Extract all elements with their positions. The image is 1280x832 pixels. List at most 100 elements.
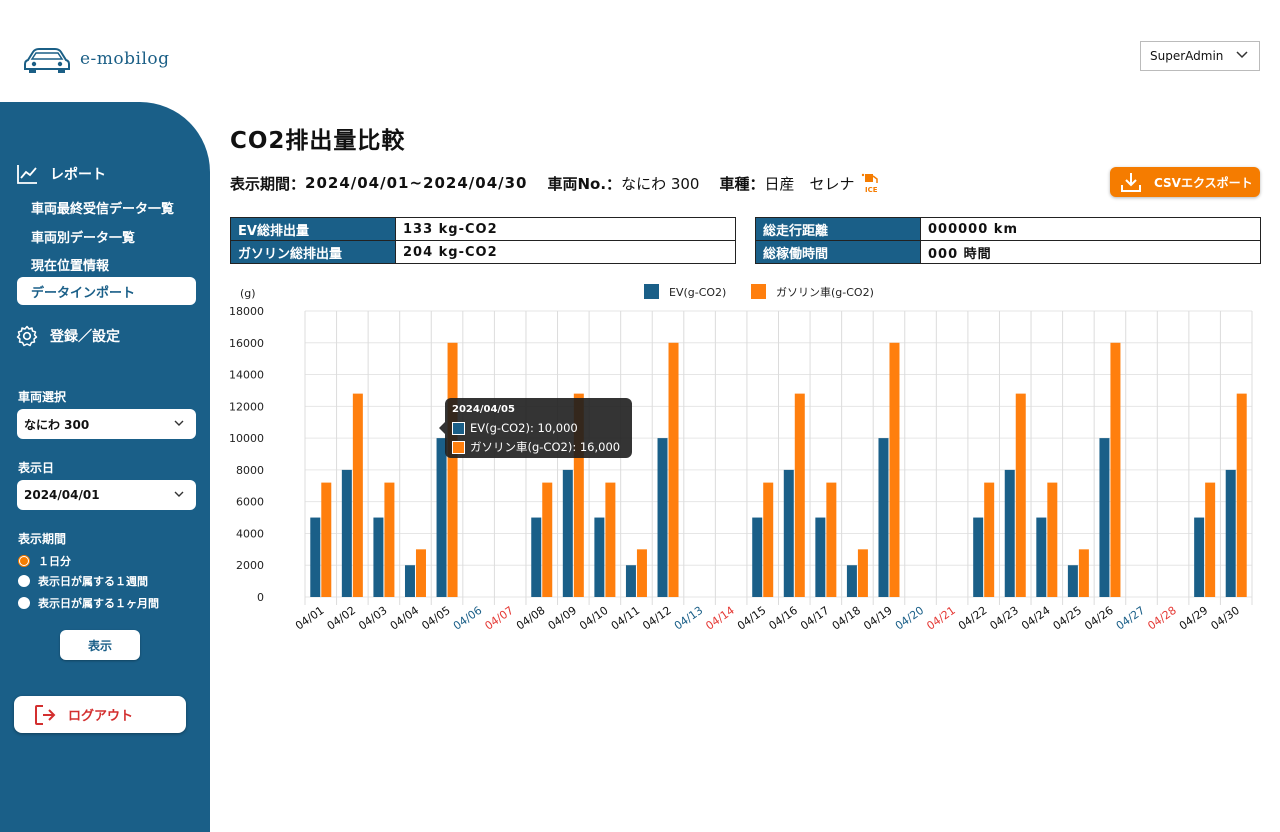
x-tick-label: 04/13 — [672, 604, 705, 633]
x-tick-label: 04/26 — [1082, 604, 1115, 633]
table-header-cell: 総走行距離 — [755, 217, 921, 241]
radio-unselected[interactable] — [18, 597, 30, 609]
x-tick-label: 04/27 — [1114, 604, 1147, 633]
bar-ev — [657, 438, 668, 597]
bar-gas — [1015, 393, 1026, 597]
period-option-label: 表示日が属する１ヶ月間 — [38, 597, 159, 610]
bar-gas — [889, 342, 900, 597]
legend-swatch-gas — [751, 284, 766, 299]
bar-gas — [1205, 482, 1216, 597]
bar-gas — [763, 482, 774, 597]
sidebar-item-vehicle-data[interactable]: 車両別データ一覧 — [31, 231, 136, 246]
page-title: CO2排出量比較 — [230, 128, 406, 154]
menu-report[interactable]: レポート — [16, 163, 106, 185]
table-cell: 133 kg-CO2 — [395, 217, 736, 241]
bar-gas — [352, 393, 363, 597]
legend-swatch-gas — [452, 441, 465, 454]
usage-summary-table: 総走行距離 000000 km 総稼働時間 000 時間 — [755, 217, 1261, 264]
emission-summary-table: EV総排出量 133 kg-CO2 ガソリン総排出量 204 kg-CO2 — [230, 217, 736, 264]
show-button[interactable]: 表示 — [60, 630, 140, 660]
tooltip-row-gas: ガソリン車(g-CO2): 16,000 — [452, 438, 625, 457]
tooltip-row-ev: EV(g-CO2): 10,000 — [452, 419, 625, 438]
table-cell: 000 時間 — [920, 240, 1261, 264]
legend-label-ev: EV(g-CO2) — [669, 286, 726, 299]
bar-ev — [341, 469, 352, 597]
vehicle-no-value: なにわ 300 — [621, 174, 700, 193]
x-tick-label: 04/02 — [325, 604, 358, 633]
y-tick-label: 12000 — [230, 400, 264, 413]
period-option-day[interactable]: １日分 — [18, 553, 71, 569]
chart-tooltip: 2024/04/05 EV(g-CO2): 10,000 ガソリン車(g-CO2… — [439, 398, 632, 458]
y-tick-label: 18000 — [230, 305, 264, 318]
menu-settings[interactable]: 登録／設定 — [16, 325, 120, 347]
table-cell: 204 kg-CO2 — [395, 240, 736, 264]
bar-ev — [1099, 438, 1110, 597]
y-tick-label: 16000 — [230, 337, 264, 350]
bar-gas — [1236, 393, 1247, 597]
radio-selected[interactable] — [18, 555, 30, 567]
bar-ev — [1194, 517, 1205, 597]
bar-ev — [752, 517, 763, 597]
x-tick-label: 04/29 — [1177, 604, 1210, 633]
x-tick-label: 04/23 — [988, 604, 1021, 633]
tooltip-title: 2024/04/05 — [452, 404, 515, 415]
bar-gas — [636, 549, 647, 597]
bar-ev — [404, 565, 415, 597]
logout-label: ログアウト — [68, 709, 134, 724]
table-row: 総走行距離 000000 km — [755, 217, 1261, 241]
logout-button[interactable]: ログアウト — [14, 696, 186, 733]
logo-text: e-mobilog — [80, 49, 170, 69]
x-tick-label: 04/24 — [1019, 604, 1052, 633]
app-logo[interactable]: e-mobilog — [24, 44, 170, 74]
sidebar-item-location[interactable]: 現在位置情報 — [31, 259, 110, 274]
y-tick-label: 2000 — [236, 559, 264, 572]
bar-ev — [878, 438, 889, 597]
csv-export-button[interactable]: CSVエクスポート — [1110, 167, 1260, 197]
csv-export-label: CSVエクスポート — [1154, 175, 1253, 190]
fuel-pump-icon: ICE — [861, 173, 878, 194]
x-tick-label: 04/17 — [798, 604, 831, 633]
bar-gas — [415, 549, 426, 597]
period-option-week[interactable]: 表示日が属する１週間 — [18, 573, 148, 589]
legend-swatch-ev — [644, 284, 659, 299]
period-option-label: １日分 — [38, 555, 71, 568]
bar-gas — [542, 482, 553, 597]
table-row: ガソリン総排出量 204 kg-CO2 — [230, 240, 736, 264]
bar-gas — [1110, 342, 1121, 597]
y-tick-label: 10000 — [230, 432, 264, 445]
radio-unselected[interactable] — [18, 575, 30, 587]
bar-ev — [1067, 565, 1078, 597]
menu-report-label: レポート — [50, 167, 106, 183]
x-tick-label: 04/05 — [419, 604, 452, 633]
bar-ev — [1036, 517, 1047, 597]
x-tick-label: 04/07 — [482, 604, 515, 633]
period-info-label: 表示期間： — [230, 174, 306, 193]
sidebar-item-last-received[interactable]: 車両最終受信データ一覧 — [31, 202, 175, 217]
model-value: 日産 セレナ — [764, 174, 855, 193]
x-tick-label: 04/18 — [830, 604, 863, 633]
x-tick-label: 04/12 — [640, 604, 673, 633]
bar-ev — [436, 438, 447, 597]
period-option-label: 表示日が属する１週間 — [38, 575, 148, 588]
x-tick-label: 04/03 — [356, 604, 389, 633]
y-tick-label: 8000 — [236, 464, 264, 477]
period-option-month[interactable]: 表示日が属する１ヶ月間 — [18, 595, 159, 611]
sidebar-item-data-import[interactable]: データインポート — [17, 277, 196, 305]
logout-icon — [35, 704, 56, 725]
vehicle-select[interactable]: なにわ 300 — [17, 409, 196, 439]
date-select[interactable]: 2024/04/01 — [17, 480, 196, 510]
chevron-down-icon — [174, 491, 184, 497]
x-tick-label: 04/20 — [893, 604, 926, 633]
table-row: EV総排出量 133 kg-CO2 — [230, 217, 736, 241]
model-label: 車種： — [719, 174, 765, 193]
bar-ev — [310, 517, 321, 597]
x-tick-label: 04/04 — [388, 604, 421, 633]
bar-gas — [1047, 482, 1058, 597]
bar-ev — [815, 517, 826, 597]
user-role-select[interactable]: SuperAdmin — [1140, 41, 1260, 71]
bar-ev — [973, 517, 984, 597]
x-tick-label: 04/25 — [1051, 604, 1084, 633]
table-header-cell: 総稼働時間 — [755, 240, 921, 264]
x-tick-label: 04/14 — [703, 604, 736, 633]
bar-ev — [846, 565, 857, 597]
